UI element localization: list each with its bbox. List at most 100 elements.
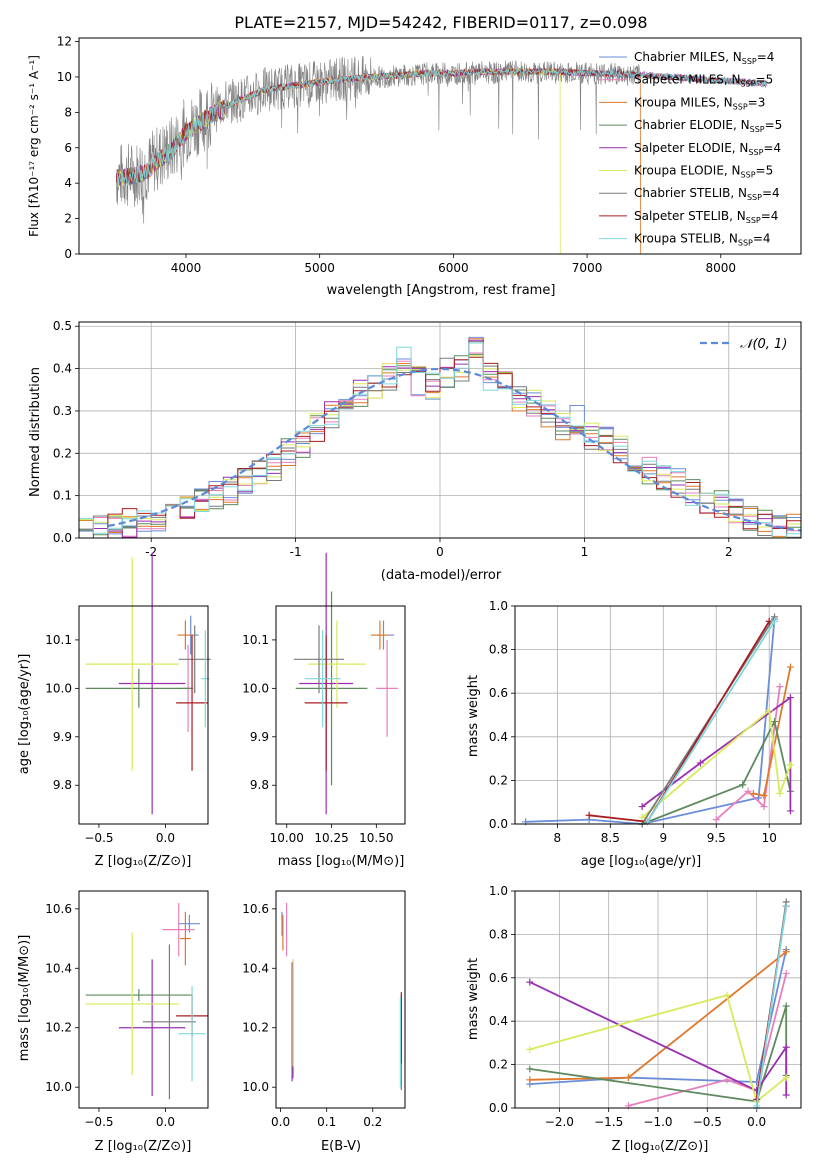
mass-weight-marker [782, 1002, 790, 1010]
mass-weight-marker [723, 1076, 731, 1084]
mass-weight-marker [786, 807, 794, 815]
legend-label: Kroupa STELIB, NSSP=4 [634, 232, 771, 248]
x-tick-label: 0 [436, 545, 444, 559]
mass-weight-marker [585, 811, 593, 819]
x-tick-label: 0.0 [156, 1115, 175, 1129]
mass-weight-marker [723, 991, 731, 999]
x-tick-label: 9 [659, 831, 667, 845]
mass-vs-extinction-panel: 0.0 0.1 0.2 10.0 10.2 10.4 10.6 [242, 890, 406, 1129]
normal-curve [107, 367, 802, 532]
y-tick-label: 0.4 [489, 1014, 508, 1028]
axes-frame [78, 321, 802, 539]
mw-z-xlabel: Z [log₁₀(Z/Z⊙)] [612, 1139, 709, 1154]
y-tick-label: 10.0 [45, 1080, 72, 1094]
spectrum-panel: 4000 5000 6000 7000 8000 0 2 4 6 8 10 12 Chabrier MI… [57, 35, 802, 275]
legend-label: Chabrier ELODIE, NSSP=5 [634, 118, 782, 134]
y-tick-label: 12 [57, 35, 72, 49]
mass-weight-line [589, 620, 770, 823]
model-spectrum-line [116, 67, 642, 255]
axes-frame [78, 37, 802, 255]
mass-vs-metallicity-panel: −0.5 0.0 10.0 10.2 10.4 10.6 [45, 890, 209, 1129]
x-tick-label: −0.5 [84, 831, 113, 845]
y-tick-label: 10.0 [45, 681, 72, 695]
mass-weight-marker [760, 803, 768, 811]
mass-z-xlabel: Z [log₁₀(Z/Z⊙)] [95, 1139, 192, 1154]
y-tick-label: 10 [57, 70, 72, 84]
x-tick-label: 10.50 [359, 831, 393, 845]
model-spectrum-line [116, 67, 561, 255]
age-mass-xlabel: mass [log₁₀(M/M⊙)] [278, 854, 405, 869]
mass-weight-marker [782, 1043, 790, 1051]
y-tick-label: 0.4 [489, 730, 508, 744]
y-tick-label: 0.4 [53, 362, 72, 376]
y-tick-label: 0.0 [53, 531, 72, 545]
y-tick-label: 0.3 [53, 404, 72, 418]
mass-weight-line [715, 686, 781, 821]
y-tick-label: 10.0 [242, 681, 269, 695]
y-tick-label: 9.8 [250, 778, 269, 792]
mass-ebv-xlabel: E(B-V) [321, 1139, 361, 1154]
y-tick-label: 1.0 [489, 884, 508, 898]
mass-weight-line [529, 981, 788, 1095]
x-tick-label: −0.5 [693, 1115, 722, 1129]
residuals-ylabel: Normed distribution [28, 367, 43, 497]
mass-weight-marker [760, 792, 768, 800]
y-tick-label: 9.8 [53, 778, 72, 792]
x-tick-label: 8.5 [601, 831, 620, 845]
y-tick-label: 0.6 [489, 686, 508, 700]
x-tick-label: 0.2 [363, 1115, 382, 1129]
mass-weight-marker [782, 1091, 790, 1099]
y-tick-label: 0 [64, 247, 72, 261]
x-tick-label: 6000 [438, 261, 469, 275]
x-tick-label: 0.0 [271, 1115, 290, 1129]
x-tick-label: 0.0 [156, 831, 175, 845]
legend-label: Kroupa MILES, NSSP=3 [634, 95, 765, 111]
x-tick-label: -2 [145, 545, 157, 559]
mass-weight-vs-age-panel: 8 8.5 9 9.5 10 0.0 0.2 0.4 0.6 0.8 1.0 [489, 599, 802, 845]
mass-weight-line [646, 620, 776, 823]
y-tick-label: 6 [64, 141, 72, 155]
x-tick-label: 0.1 [317, 1115, 336, 1129]
mass-weight-vs-metallicity-panel: −2.0 −1.5 −1.0 −0.5 0.0 0.0 0.2 0.4 0.6 0.8 1.0 [489, 884, 802, 1129]
mass-weight-marker [624, 1074, 632, 1082]
x-tick-label: 8000 [706, 261, 737, 275]
x-tick-label: -1 [290, 545, 302, 559]
mass-weight-marker [696, 759, 704, 767]
x-tick-label: 10 [762, 831, 777, 845]
residual-histogram [78, 342, 801, 539]
figure-title: PLATE=2157, MJD=54242, FIBERID=0117, z=0… [234, 13, 647, 32]
x-tick-label: 9.5 [707, 831, 726, 845]
mass-weight-marker [776, 683, 784, 691]
mass-weight-marker [526, 1076, 534, 1084]
mw-age-ylabel: mass weight [466, 675, 481, 757]
mass-weight-marker [744, 787, 752, 795]
mass-weight-marker [782, 1074, 790, 1082]
mass-weight-marker [638, 803, 646, 811]
x-tick-label: 10.00 [270, 831, 304, 845]
y-tick-label: 0.0 [489, 817, 508, 831]
age-vs-mass-panel: 10.00 10.25 10.50 9.8 9.9 10.0 10.1 [242, 552, 406, 845]
axes-frame [78, 890, 209, 1109]
y-tick-label: 1.0 [489, 599, 508, 613]
mw-age-xlabel: age [log₁₀(age/yr)] [581, 854, 702, 869]
mass-weight-marker [786, 761, 794, 769]
mass-weight-line [529, 1005, 788, 1103]
axes-frame [514, 605, 802, 825]
y-tick-label: 10.4 [242, 961, 269, 975]
mass-weight-marker [526, 1065, 534, 1073]
x-tick-label: −2.0 [545, 1115, 574, 1129]
mass-weight-marker [782, 948, 790, 956]
spectrum-ylabel: Flux [fλ10⁻¹⁷ erg cm⁻² s⁻¹ A⁻¹] [27, 55, 41, 237]
axes-frame [275, 890, 406, 1109]
y-tick-label: 0.2 [489, 773, 508, 787]
axes-frame [275, 605, 406, 825]
mass-weight-marker [786, 694, 794, 702]
mass-weight-line [529, 994, 787, 1104]
x-tick-label: 1 [581, 545, 589, 559]
y-tick-label: 0.6 [489, 971, 508, 985]
axes-frame [514, 890, 802, 1109]
mass-weight-line [641, 708, 792, 819]
legend-label: Chabrier MILES, NSSP=4 [634, 50, 774, 66]
x-tick-label: 5000 [304, 261, 335, 275]
